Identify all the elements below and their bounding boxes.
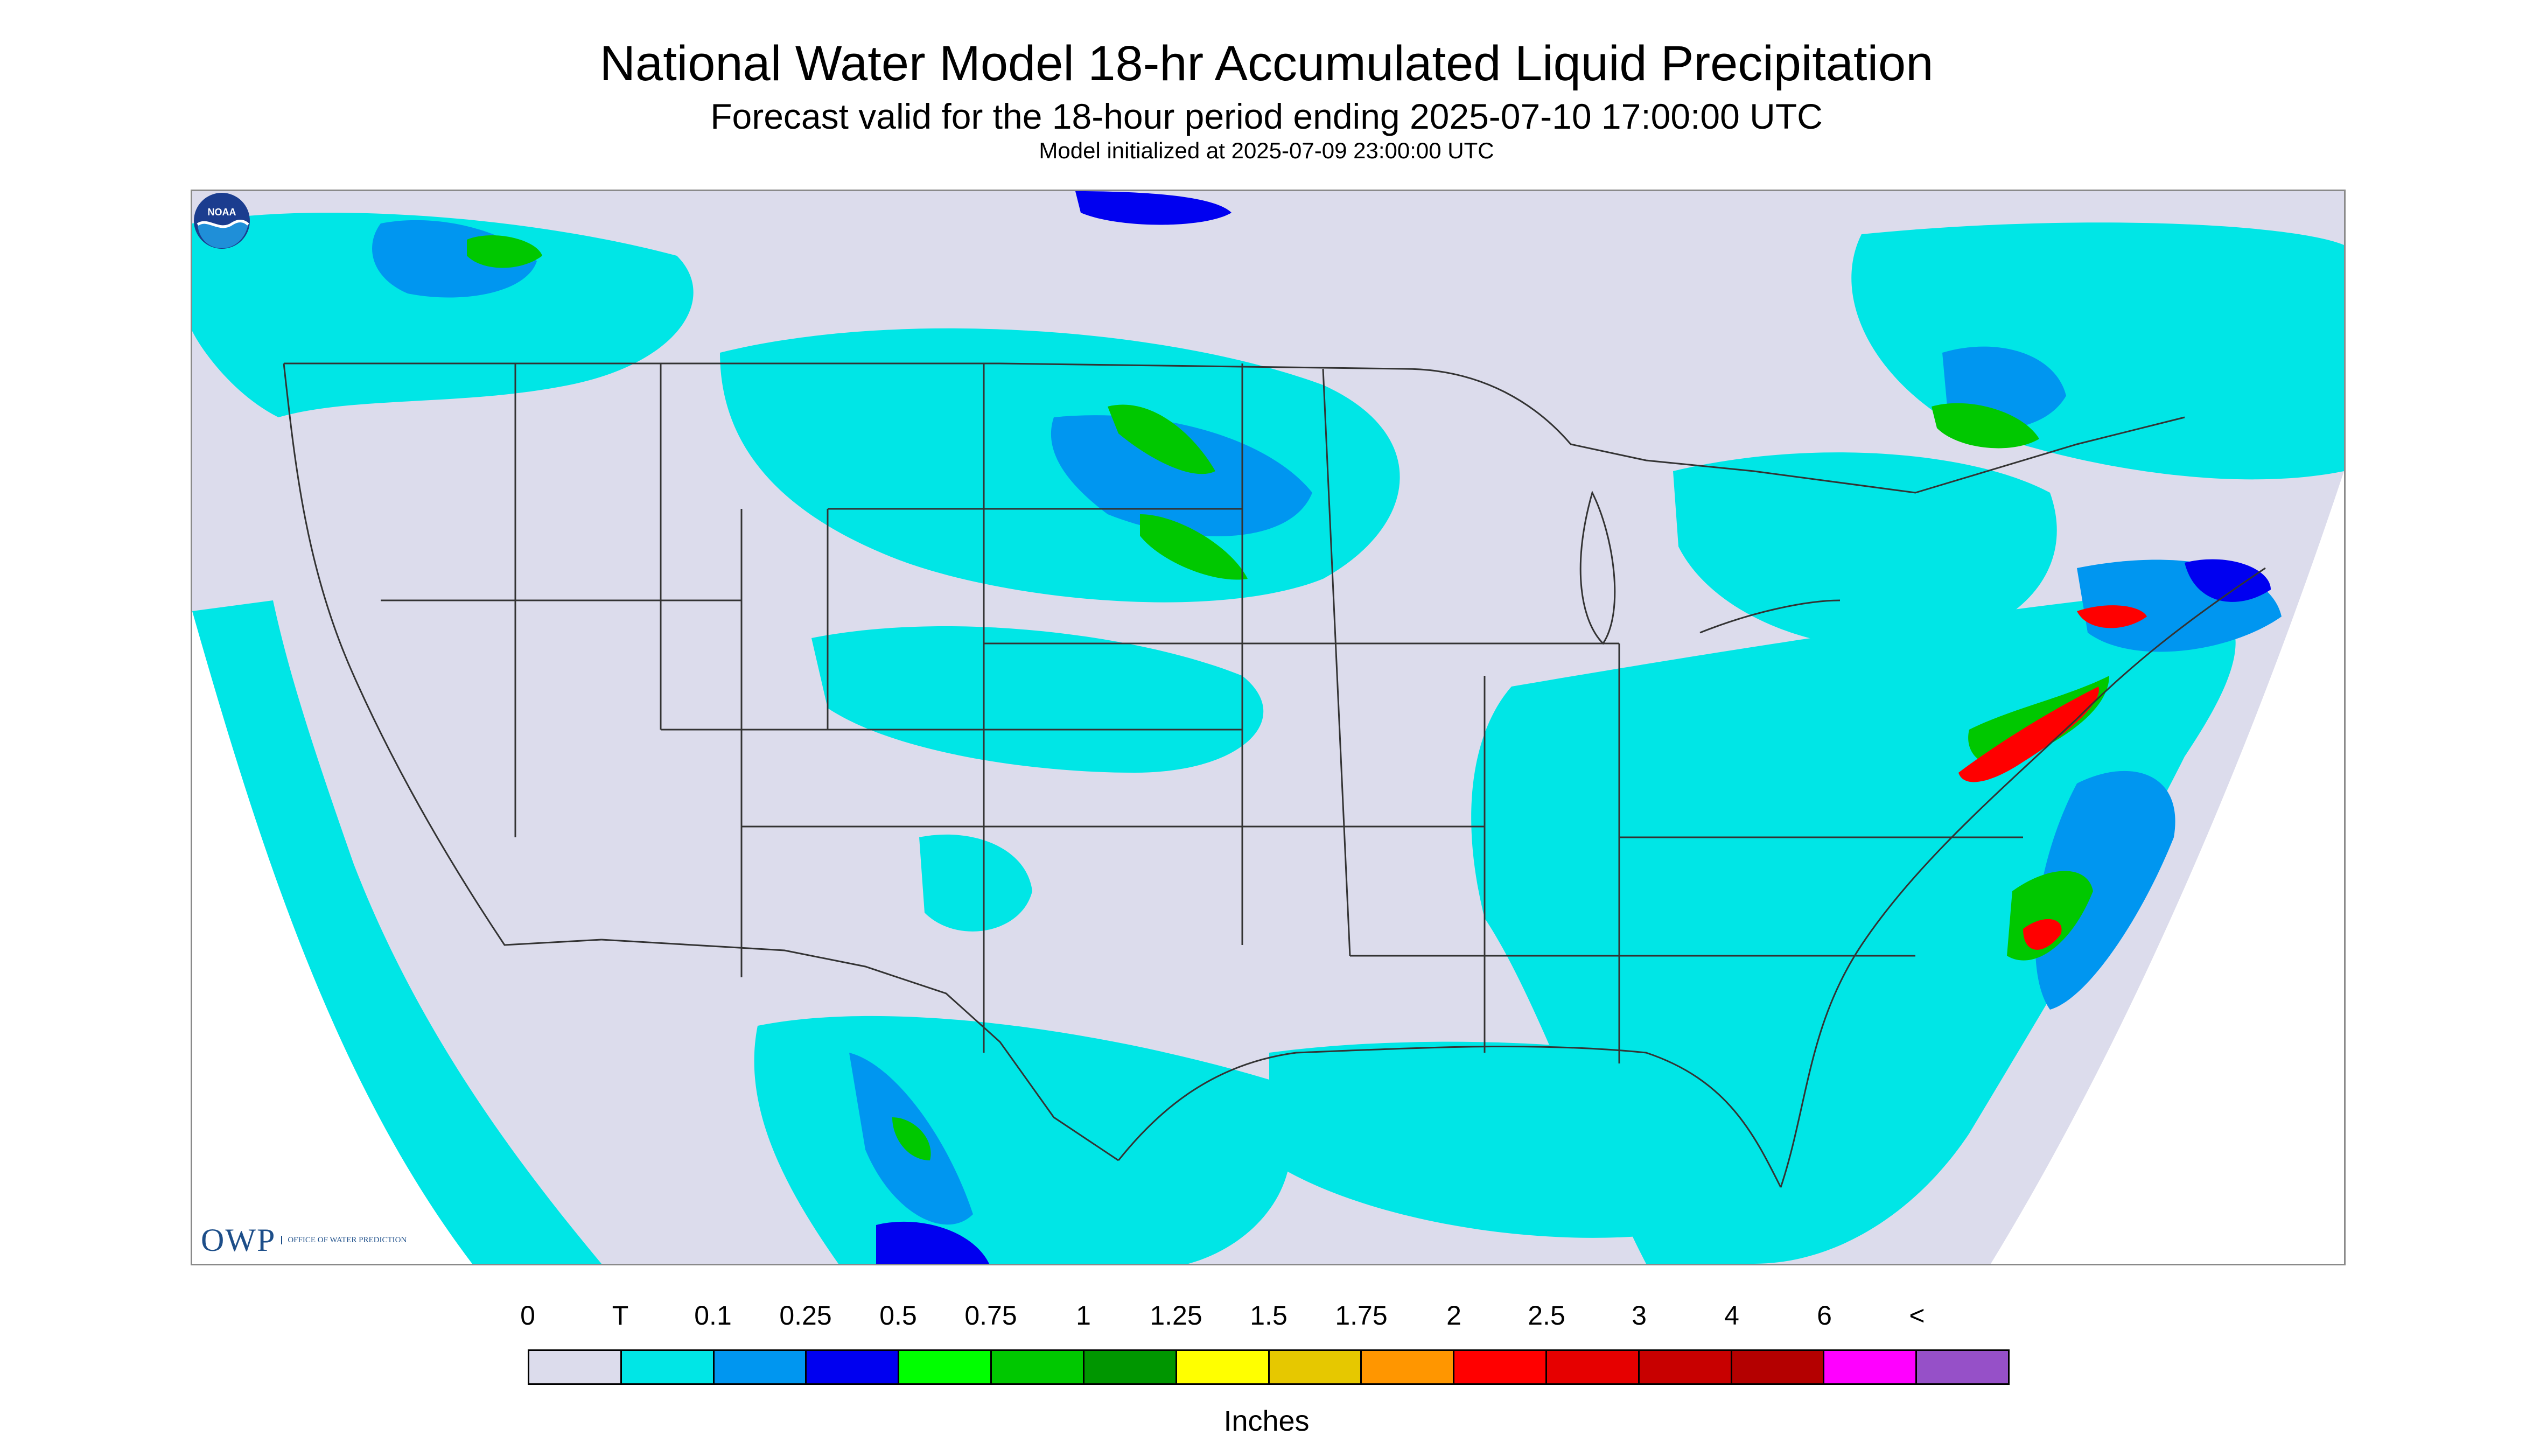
legend-label: 4: [1724, 1300, 1739, 1331]
legend-swatch: [529, 1351, 622, 1383]
canada-us-border: [284, 362, 2185, 494]
legend-label: 0: [520, 1300, 535, 1331]
legend-label: 0.1: [694, 1300, 732, 1331]
no-data-area-west: [192, 611, 472, 1264]
precipitation-map: OWP OFFICE OF WATER PREDICTION NOAA: [191, 190, 2346, 1265]
northeast-canada-cloud: [1851, 222, 2344, 480]
very-heavy-precip-areas: [1958, 605, 2147, 950]
map-subtitle: Forecast valid for the 18-hour period en…: [710, 96, 1823, 136]
gulf-scattered: [1269, 1041, 1788, 1238]
west-coast-band: [192, 600, 601, 1264]
map-title: National Water Model 18-hr Accumulated L…: [599, 36, 1934, 91]
lake-erie: [1699, 599, 1841, 634]
legend-labels: 0 T 0.1 0.25 0.5 0.75 1 1.25 1.5 1.75 2 2.5 3 4 6 <: [0, 1300, 2533, 1338]
legend-label: 1: [1076, 1300, 1091, 1331]
political-boundaries: [283, 362, 2266, 1188]
legend-swatch: [1177, 1351, 1270, 1383]
owp-logo: OWP OFFICE OF WATER PREDICTION: [201, 1219, 407, 1262]
legend-label: 0.5: [879, 1300, 917, 1331]
central-plains-cloud: [811, 626, 1264, 773]
great-lakes-cloud: [1673, 452, 2057, 649]
map-canvas: [192, 191, 2344, 1264]
color-legend-bar: [528, 1349, 2010, 1385]
legend-label: 1.25: [1150, 1300, 1202, 1331]
legend-swatch: [621, 1351, 715, 1383]
legend-swatch: [1732, 1351, 1825, 1383]
legend-swatch: [992, 1351, 1084, 1383]
owp-logo-subtitle: OFFICE OF WATER PREDICTION: [281, 1236, 407, 1244]
legend-swatch: [1084, 1351, 1177, 1383]
west-coast: [283, 363, 602, 946]
legend-label: <: [1909, 1300, 1925, 1331]
mexico-cloud: [754, 1016, 1291, 1264]
legend-swatch: [1362, 1351, 1455, 1383]
legend-swatch: [807, 1351, 900, 1383]
noaa-logo-text: NOAA: [208, 207, 236, 218]
legend-label: 0.25: [779, 1300, 832, 1331]
legend-label: T: [612, 1300, 629, 1331]
legend-label: 0.75: [964, 1300, 1017, 1331]
owp-logo-letters: OWP: [201, 1222, 276, 1258]
no-data-area-east: [1991, 471, 2344, 1264]
legend-label: 2.5: [1528, 1300, 1565, 1331]
state-line-7: [1322, 368, 1351, 956]
legend-swatch: [899, 1351, 992, 1383]
pacific-northwest-cloud: [192, 213, 694, 417]
legend-swatch: [1454, 1351, 1547, 1383]
model-init-line: Model initialized at 2025-07-09 23:00:00…: [1039, 138, 1494, 163]
legend-label: 2: [1446, 1300, 1461, 1331]
atlantic-coast: [1780, 567, 2266, 1188]
mexico-us-border: [601, 939, 1119, 1161]
legend-swatch: [1269, 1351, 1362, 1383]
legend-swatch: [1824, 1351, 1918, 1383]
legend-swatch: [1547, 1351, 1640, 1383]
legend-swatch: [1639, 1351, 1732, 1383]
moderate-precip-areas: [876, 191, 2271, 1264]
southwest-patch: [919, 834, 1032, 932]
legend-label: 6: [1817, 1300, 1832, 1331]
legend-label: 1.75: [1335, 1300, 1388, 1331]
gulf-coast: [1117, 1045, 1782, 1188]
northern-plains-cloud: [720, 328, 1400, 603]
legend-units: Inches: [1223, 1405, 1310, 1437]
legend-label: 3: [1632, 1300, 1647, 1331]
legend-swatch: [714, 1351, 807, 1383]
noaa-logo-icon: NOAA: [194, 193, 250, 249]
lake-michigan: [1579, 490, 1616, 645]
legend-swatch: [1917, 1351, 2008, 1383]
legend-label: 1.5: [1250, 1300, 1288, 1331]
